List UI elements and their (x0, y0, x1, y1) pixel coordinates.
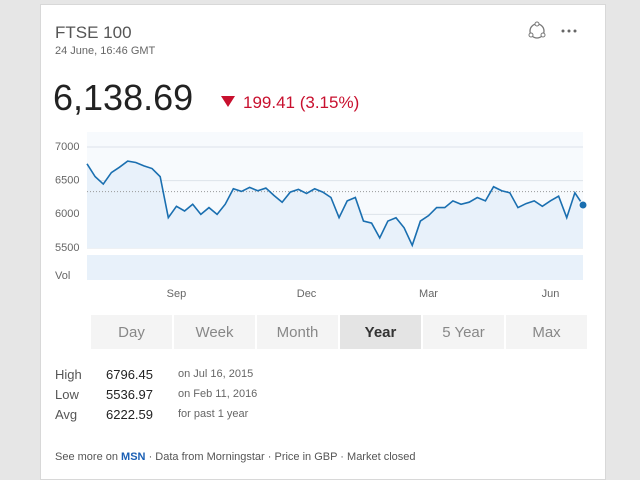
footer: See more on MSN · Data from Morningstar … (55, 451, 416, 463)
range-tab[interactable]: Day (91, 315, 172, 349)
stat-note: on Jul 16, 2015 (178, 368, 254, 380)
chart: Vol 5500 6000 6500 7000 Sep Dec Mar Jun (55, 140, 588, 300)
x-tick-label: Dec (297, 288, 317, 300)
range-tab[interactable]: Max (506, 315, 587, 349)
range-tab[interactable]: Week (174, 315, 255, 349)
footer-prefix: See more on (55, 451, 118, 463)
area (87, 161, 583, 248)
volume-band (87, 255, 583, 280)
change-text: 199.41 (3.15%) (243, 93, 360, 112)
last-point (578, 200, 588, 210)
y-tick-label: 5500 (55, 242, 79, 254)
stat-label: High (55, 367, 82, 382)
range-tab[interactable]: 5 Year (423, 315, 504, 349)
more-icon[interactable] (561, 29, 577, 33)
footer-text: · Data from Morningstar · Price in GBP ·… (148, 451, 416, 463)
price-line (86, 160, 584, 248)
stat-note: on Feb 11, 2016 (178, 388, 258, 400)
stat-value: 5536.97 (106, 387, 153, 402)
range-tabs: Day Week Month Year 5 Year Max (91, 315, 587, 349)
toolbar-icons (528, 21, 577, 39)
title: FTSE 100 (55, 23, 132, 42)
y-tick-label: 7000 (55, 141, 79, 153)
volume-label: Vol (55, 270, 70, 282)
stat-label: Low (55, 387, 79, 402)
range-tab[interactable]: Month (257, 315, 338, 349)
y-tick-label: 6500 (55, 175, 79, 187)
stat-value: 6222.59 (106, 407, 153, 422)
stat-value: 6796.45 (106, 367, 153, 382)
x-tick-label: Jun (542, 288, 560, 300)
price-change: 199.41 (3.15%) (221, 93, 359, 113)
range-tab[interactable]: Year (340, 315, 421, 349)
timestamp: 24 June, 16:46 GMT (55, 45, 156, 57)
x-tick-label: Mar (419, 288, 438, 300)
x-tick-label: Sep (167, 288, 187, 300)
price: 6,138.69 (53, 77, 194, 118)
stat-note: for past 1 year (178, 408, 249, 420)
y-tick-label: 6000 (55, 208, 79, 220)
msn-link[interactable]: MSN (121, 451, 146, 463)
stat-label: Avg (55, 407, 78, 422)
